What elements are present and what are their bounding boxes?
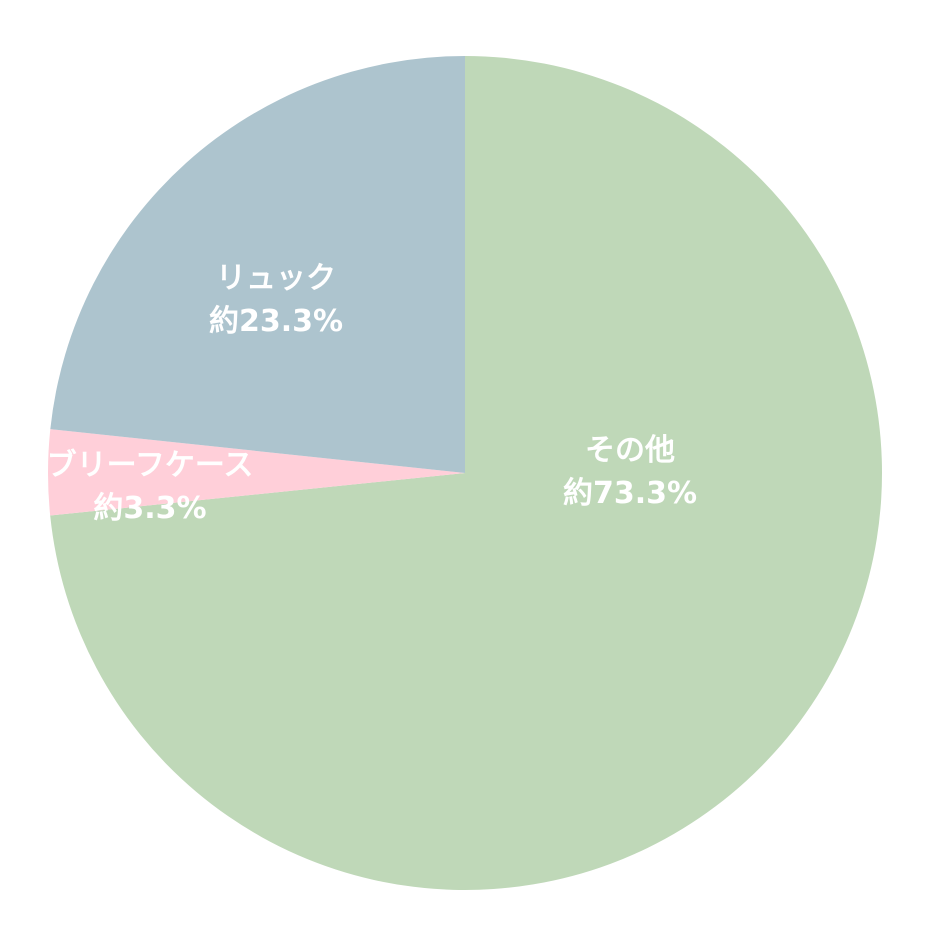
slice-value-0: 約73.3% xyxy=(563,476,697,511)
pie-slice-2 xyxy=(50,56,466,473)
pie-slices xyxy=(47,56,883,891)
slice-value-2: 約23.3% xyxy=(209,304,343,339)
slice-label-1: ブリーフケース xyxy=(47,448,254,483)
slice-value-1: 約3.3% xyxy=(93,491,206,526)
slice-label-0: その他 xyxy=(585,433,675,468)
pie-slice-1 xyxy=(47,429,465,516)
slice-label-2: リュック xyxy=(216,261,336,296)
pie-slice-0 xyxy=(50,56,883,891)
